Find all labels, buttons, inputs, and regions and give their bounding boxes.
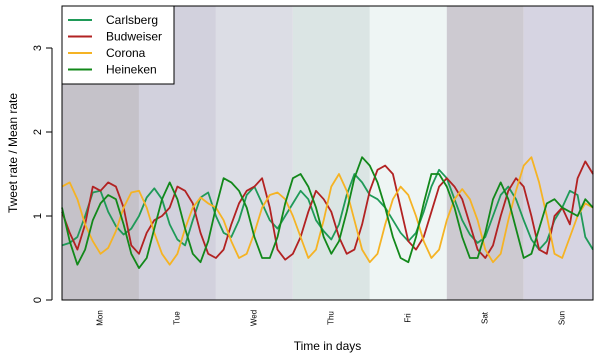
y-tick-label: 2 (32, 129, 44, 135)
y-tick-label: 0 (32, 297, 44, 303)
day-band-sat (446, 6, 524, 300)
legend-label: Corona (106, 46, 146, 60)
day-band-wed (215, 6, 293, 300)
legend-label: Budweiser (106, 30, 162, 44)
y-axis: 0 1 2 3 (32, 45, 53, 303)
series-lines (61, 156, 594, 270)
x-tick-label: Tue (173, 311, 182, 325)
plot-frame (61, 5, 594, 301)
y-tick-label: 1 (32, 213, 44, 219)
series-line-corona (61, 156, 594, 266)
legend-label: Carlsberg (106, 13, 158, 27)
x-tick-label: Fri (403, 313, 412, 323)
day-band-thu (292, 6, 370, 300)
day-band-sun (523, 6, 593, 300)
day-bands (62, 6, 593, 300)
x-tick-label: Sun (557, 311, 566, 325)
legend-label: Heineken (106, 63, 157, 77)
x-tick-label: Thu (326, 311, 335, 325)
x-tick-label: Mon (96, 310, 105, 326)
x-tick-label: Sat (480, 311, 489, 324)
y-tick-label: 3 (32, 45, 44, 51)
x-axis: Mon Tue Wed Thu Fri Sat Sun (96, 310, 567, 326)
x-tick-label: Wed (250, 310, 259, 326)
y-axis-title: Tweet rate / Mean rate (6, 93, 20, 213)
day-band-fri (369, 6, 447, 300)
legend: Carlsberg Budweiser Corona Heineken (61, 5, 175, 85)
x-axis-title: Time in days (294, 339, 362, 353)
series-line-heineken (61, 156, 594, 270)
